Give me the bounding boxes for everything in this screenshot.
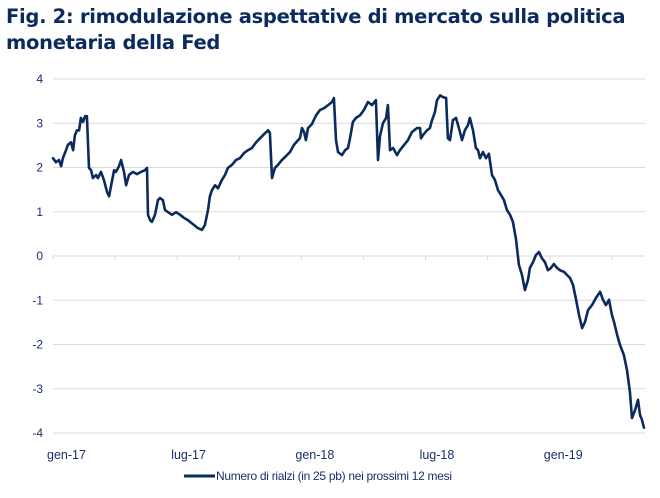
y-tick-label: 3 [36, 116, 43, 130]
x-tick-label: lug-17 [171, 448, 206, 462]
y-axis-ticks: 4 3 2 1 0 -1 -2 -3 -4 [32, 72, 43, 440]
y-tick-label: -3 [32, 382, 43, 396]
x-tick-label: gen-19 [544, 448, 583, 462]
x-tick-label: lug-18 [420, 448, 455, 462]
x-tick-label: gen-18 [295, 448, 334, 462]
x-tick-label: gen-17 [47, 448, 86, 462]
legend-label: Numero di rialzi (in 25 pb) nei prossimi… [216, 469, 452, 483]
gridlines [53, 78, 645, 434]
y-tick-label: 2 [36, 161, 43, 175]
y-tick-label: -4 [32, 426, 43, 440]
series-line [51, 94, 646, 429]
y-tick-label: 4 [36, 72, 43, 86]
chart-title: Fig. 2: rimodulazione aspettative di mer… [6, 5, 626, 54]
y-tick-label: -2 [32, 338, 43, 352]
legend: Numero di rialzi (in 25 pb) nei prossimi… [184, 469, 452, 483]
y-tick-label: 1 [36, 205, 43, 219]
y-tick-label: 0 [36, 249, 43, 263]
series-group [51, 94, 646, 429]
x-axis: gen-17 lug-17 gen-18 lug-18 gen-19 [47, 256, 613, 462]
y-tick-label: -1 [32, 293, 43, 307]
